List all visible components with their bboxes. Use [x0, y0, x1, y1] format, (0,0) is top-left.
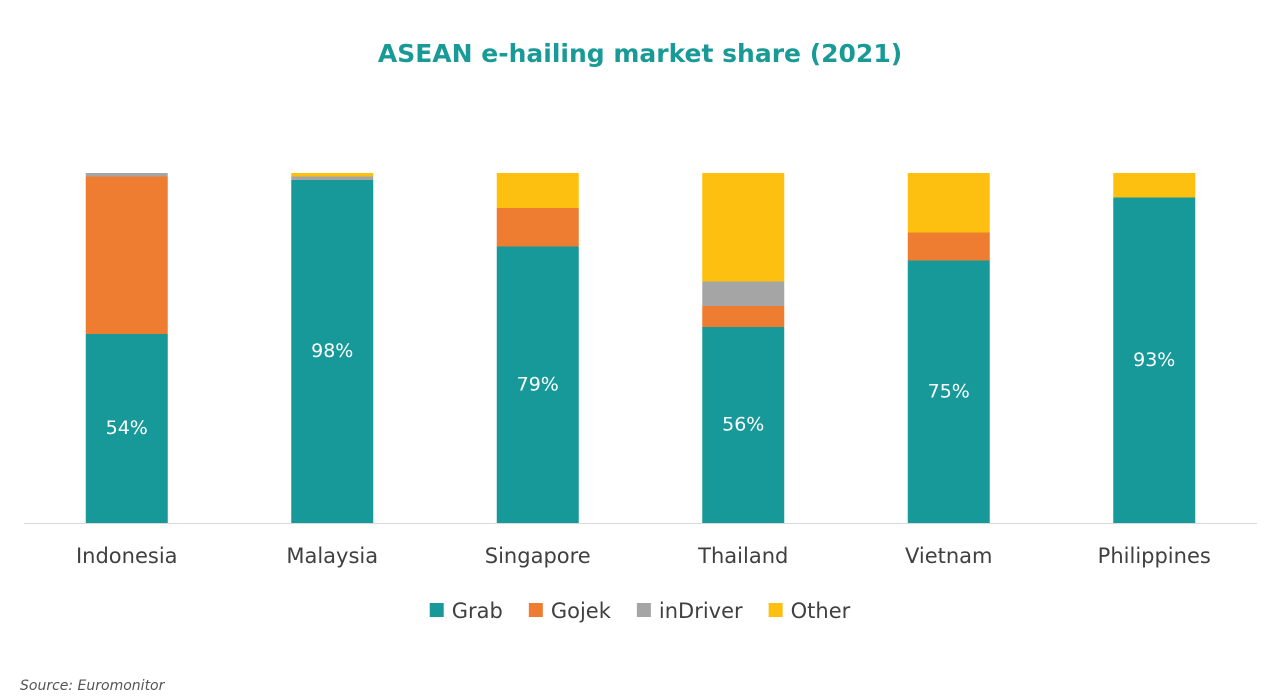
legend-swatch	[528, 603, 543, 617]
bar-segment	[496, 173, 579, 208]
bar-segment	[85, 334, 168, 523]
bar-segment	[702, 306, 785, 327]
bar-segment	[85, 173, 168, 177]
x-tick-label: Singapore	[485, 544, 591, 568]
x-tick-label: Philippines	[1098, 544, 1211, 568]
data-label: 54%	[106, 417, 148, 439]
data-label: 98%	[311, 340, 353, 362]
bar-segment	[496, 246, 579, 523]
bar-segment	[1113, 173, 1196, 198]
bar-segment	[1113, 197, 1196, 523]
x-tick-label: Indonesia	[76, 544, 178, 568]
bar-segment	[907, 173, 990, 233]
data-label: 56%	[722, 414, 764, 436]
data-label: 93%	[1133, 349, 1175, 371]
bar-segment	[291, 176, 374, 180]
bar-segment	[907, 260, 990, 523]
bar-segment	[702, 173, 785, 282]
legend-swatch	[636, 603, 651, 617]
bar-segment	[291, 173, 374, 177]
x-tick-label: Thailand	[697, 544, 788, 568]
bar-segment	[907, 232, 990, 261]
x-tick-label: Malaysia	[286, 544, 378, 568]
x-tick-label: Vietnam	[905, 544, 993, 568]
bar-segment	[85, 176, 168, 334]
bar-segment	[702, 327, 785, 523]
bar-segment	[702, 281, 785, 306]
legend-label: Grab	[452, 599, 503, 623]
chart-title: ASEAN e-hailing market share (2021)	[378, 39, 902, 68]
legend-label: inDriver	[659, 599, 743, 623]
bar-segment	[496, 208, 579, 247]
legend-swatch	[429, 603, 444, 617]
source-note: Source: Euromonitor	[20, 678, 166, 694]
bar-segment	[291, 180, 374, 523]
data-label: 75%	[928, 380, 970, 402]
legend-label: Gojek	[551, 599, 612, 623]
legend-label: Other	[791, 599, 851, 623]
legend-swatch	[768, 603, 783, 617]
data-label: 79%	[517, 373, 559, 395]
